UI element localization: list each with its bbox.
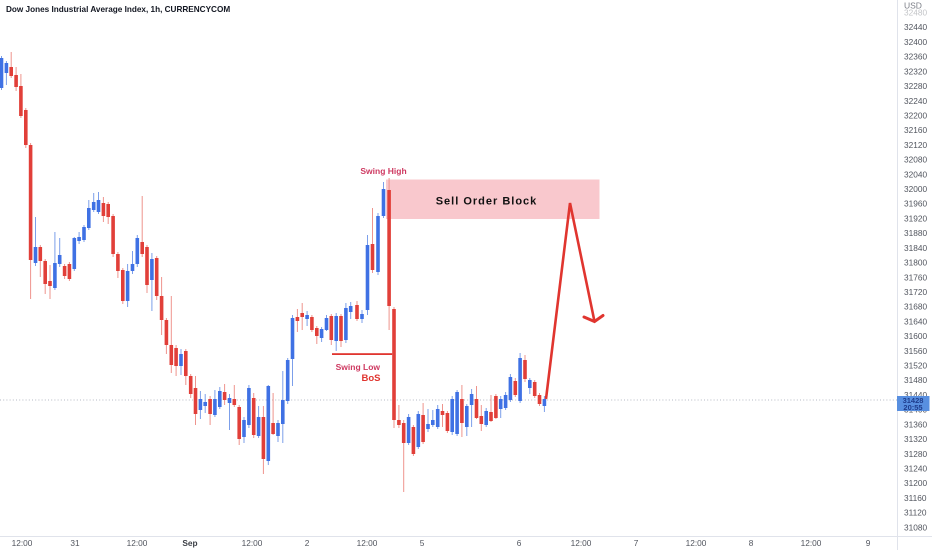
svg-text:31800: 31800 <box>904 258 927 268</box>
svg-text:31520: 31520 <box>904 361 927 371</box>
svg-text:31428: 31428 <box>903 396 924 405</box>
svg-text:12:00: 12:00 <box>801 538 822 548</box>
svg-text:31920: 31920 <box>904 213 927 223</box>
svg-text:31560: 31560 <box>904 346 927 356</box>
svg-text:31: 31 <box>70 538 80 548</box>
svg-text:32120: 32120 <box>904 140 927 150</box>
svg-text:31440: 31440 <box>904 390 927 400</box>
svg-text:31600: 31600 <box>904 331 927 341</box>
svg-text:32000: 32000 <box>904 184 927 194</box>
svg-text:31760: 31760 <box>904 272 927 282</box>
svg-text:31680: 31680 <box>904 302 927 312</box>
svg-text:20:55: 20:55 <box>903 403 922 412</box>
svg-text:32280: 32280 <box>904 81 927 91</box>
svg-text:32200: 32200 <box>904 111 927 121</box>
svg-text:BoS: BoS <box>362 373 381 384</box>
svg-text:Sell Order Block: Sell Order Block <box>436 196 538 208</box>
svg-text:31960: 31960 <box>904 199 927 209</box>
svg-text:Dow Jones Industrial Average I: Dow Jones Industrial Average Index, 1h, … <box>6 5 230 14</box>
svg-text:12:00: 12:00 <box>12 538 33 548</box>
svg-text:9: 9 <box>866 538 871 548</box>
svg-text:USD: USD <box>904 1 922 11</box>
svg-text:5: 5 <box>420 538 425 548</box>
svg-text:12:00: 12:00 <box>357 538 378 548</box>
svg-text:31320: 31320 <box>904 434 927 444</box>
svg-text:31880: 31880 <box>904 228 927 238</box>
svg-text:6: 6 <box>517 538 522 548</box>
svg-text:32320: 32320 <box>904 66 927 76</box>
svg-text:32440: 32440 <box>904 22 927 32</box>
svg-text:31840: 31840 <box>904 243 927 253</box>
svg-text:Swing Low: Swing Low <box>336 362 381 372</box>
svg-text:7: 7 <box>634 538 639 548</box>
svg-text:32360: 32360 <box>904 52 927 62</box>
svg-text:12:00: 12:00 <box>127 538 148 548</box>
svg-text:32480: 32480 <box>904 8 927 18</box>
svg-text:31360: 31360 <box>904 419 927 429</box>
svg-text:Swing High: Swing High <box>360 166 406 176</box>
svg-text:31640: 31640 <box>904 316 927 326</box>
svg-text:32040: 32040 <box>904 169 927 179</box>
svg-text:32160: 32160 <box>904 125 927 135</box>
svg-text:12:00: 12:00 <box>242 538 263 548</box>
svg-text:31200: 31200 <box>904 478 927 488</box>
svg-text:8: 8 <box>749 538 754 548</box>
svg-text:31280: 31280 <box>904 449 927 459</box>
svg-text:12:00: 12:00 <box>686 538 707 548</box>
svg-text:31120: 31120 <box>904 508 927 518</box>
svg-text:31480: 31480 <box>904 375 927 385</box>
svg-text:12:00: 12:00 <box>571 538 592 548</box>
svg-text:31720: 31720 <box>904 287 927 297</box>
svg-text:2: 2 <box>305 538 310 548</box>
svg-text:32240: 32240 <box>904 96 927 106</box>
svg-text:31080: 31080 <box>904 522 927 532</box>
svg-text:Sep: Sep <box>182 538 197 548</box>
svg-text:32400: 32400 <box>904 37 927 47</box>
svg-text:31240: 31240 <box>904 464 927 474</box>
svg-text:31160: 31160 <box>904 493 927 503</box>
svg-text:32080: 32080 <box>904 155 927 165</box>
